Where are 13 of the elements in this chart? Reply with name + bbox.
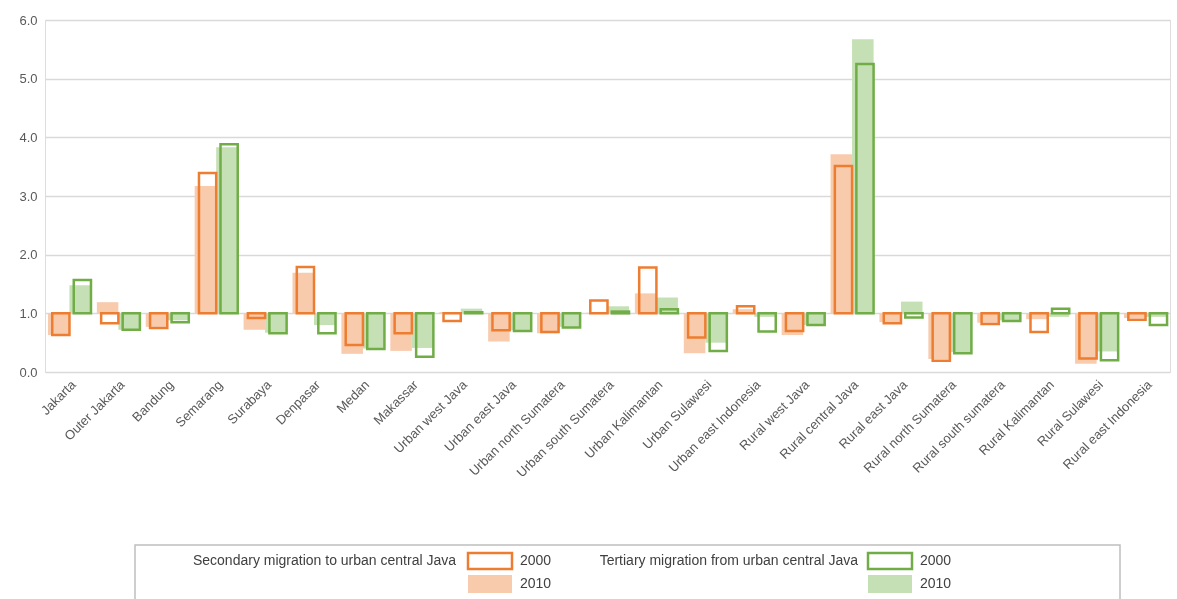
y-tick-label: 0.0: [19, 364, 38, 380]
y-tick-label: 3.0: [19, 188, 38, 204]
legend-label: 2000: [920, 552, 952, 568]
y-tick-label: 2.0: [19, 247, 38, 263]
text: Secondary migration to urban central Java: [192, 552, 457, 568]
legend-label: 2010: [920, 575, 952, 591]
legend-label: 2000: [520, 552, 552, 568]
y-tick-label: 1.0: [19, 305, 38, 321]
y-tick-label: 6.0: [19, 12, 38, 28]
text: Tertiary migration from urban central Java: [599, 552, 859, 568]
y-tick-label: 5.0: [19, 71, 38, 87]
y-tick-label: 4.0: [19, 129, 38, 145]
legend-label: 2010: [520, 575, 552, 591]
